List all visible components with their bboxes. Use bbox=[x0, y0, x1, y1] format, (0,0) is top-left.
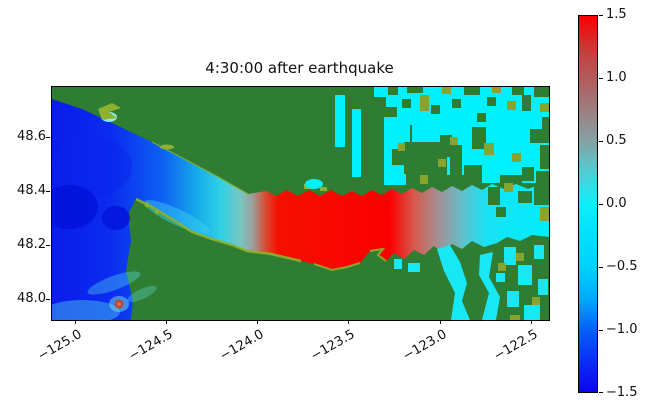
colorbar-tick-label: 0.5 bbox=[606, 133, 627, 148]
colorbar-tick bbox=[599, 15, 603, 16]
colorbar-tick bbox=[599, 267, 603, 268]
y-tick bbox=[46, 299, 50, 300]
coarse-grid-region bbox=[335, 87, 549, 185]
x-tick bbox=[531, 320, 532, 324]
x-tick bbox=[440, 320, 441, 324]
colorbar-tick bbox=[599, 78, 603, 79]
colorbar-tick bbox=[599, 392, 603, 393]
colorbar-tick-label: −0.5 bbox=[606, 259, 638, 274]
colorbar-tick-label: −1.0 bbox=[606, 322, 638, 337]
x-tick bbox=[257, 320, 258, 324]
island-blocks bbox=[388, 87, 549, 221]
colorbar bbox=[578, 15, 598, 393]
colorbar-tick-label: 1.5 bbox=[606, 7, 627, 22]
colorbar-tick bbox=[599, 330, 603, 331]
y-tick bbox=[46, 137, 50, 138]
inland-lake bbox=[305, 179, 323, 189]
y-tick bbox=[46, 245, 50, 246]
colorbar-tick-label: 0.0 bbox=[606, 196, 627, 211]
y-tick-label: 48.6 bbox=[17, 129, 46, 144]
y-tick bbox=[46, 191, 50, 192]
y-tick-label: 48.0 bbox=[17, 291, 46, 306]
y-tick-label: 48.4 bbox=[17, 183, 46, 198]
x-tick bbox=[75, 320, 76, 324]
y-tick-label: 48.2 bbox=[17, 237, 46, 252]
colorbar-tick bbox=[599, 204, 603, 205]
southeast-channels bbox=[394, 245, 548, 320]
x-tick bbox=[348, 320, 349, 324]
ocean-detail-layer bbox=[52, 112, 210, 320]
plot-title: 4:30:00 after earthquake bbox=[205, 59, 394, 77]
map-canvas bbox=[52, 87, 549, 320]
colorbar-tick-label: 1.0 bbox=[606, 70, 627, 85]
colorbar-tick bbox=[599, 141, 603, 142]
map-plot-area bbox=[51, 86, 550, 321]
water-layer bbox=[52, 99, 549, 320]
x-tick bbox=[166, 320, 167, 324]
colorbar-tick-label: −1.5 bbox=[606, 385, 638, 400]
